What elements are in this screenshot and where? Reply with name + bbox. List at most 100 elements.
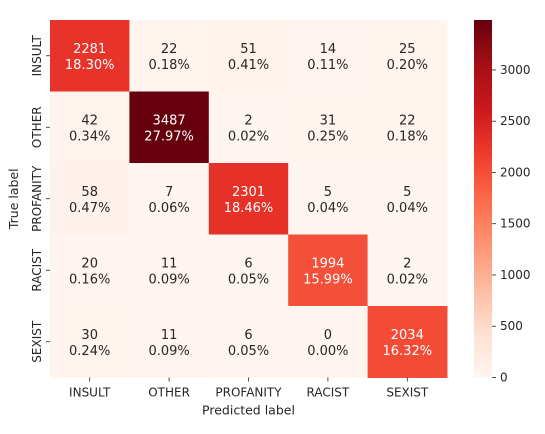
heatmap-cell	[208, 163, 289, 235]
colorbar-tick-label: 2000	[500, 165, 531, 179]
y-tick-labels: INSULT OTHER PROFANITY RACIST SEXIST	[30, 34, 50, 363]
x-tick-label: PROFANITY	[215, 386, 282, 400]
cell-percent-label: 0.25%	[307, 129, 348, 144]
cell-percent-label: 27.97%	[144, 129, 194, 144]
cell-percent-label: 0.04%	[307, 201, 348, 216]
colorbar-tick-label: 500	[500, 319, 523, 333]
cell-count-label: 51	[240, 42, 257, 57]
colorbar	[474, 20, 492, 378]
cell-count-label: 22	[399, 113, 416, 128]
cell-count-label: 2	[244, 113, 252, 128]
cell-percent-label: 0.09%	[148, 344, 189, 359]
heatmap-cell	[288, 91, 369, 164]
heatmap-cell	[288, 306, 369, 378]
cell-percent-label: 0.00%	[307, 344, 348, 359]
heatmap-cell	[50, 20, 130, 92]
cell-percent-label: 0.11%	[307, 58, 348, 73]
y-tick-label: SEXIST	[30, 320, 44, 363]
cell-percent-label: 18.46%	[224, 201, 274, 216]
x-tick-label: SEXIST	[386, 386, 429, 400]
y-tick-label: INSULT	[30, 34, 44, 76]
heatmap-cell	[129, 20, 210, 92]
cell-percent-label: 0.09%	[148, 272, 189, 287]
heatmap-cell	[208, 306, 289, 378]
cell-count-label: 5	[324, 185, 332, 200]
cell-count-label: 0	[324, 328, 332, 343]
x-tick-labels: INSULT OTHER PROFANITY RACIST SEXIST	[69, 377, 429, 400]
cell-count-label: 58	[81, 185, 98, 200]
x-tick-label: INSULT	[69, 386, 111, 400]
heatmap-cell	[50, 91, 130, 164]
cell-percent-label: 0.18%	[148, 58, 189, 73]
heatmap-cell	[367, 163, 448, 235]
cell-percent-label: 0.16%	[69, 272, 110, 287]
cell-percent-label: 0.05%	[228, 272, 269, 287]
heatmap-cell	[129, 306, 210, 378]
heatmap-cell	[50, 234, 130, 307]
heatmap-cell	[208, 91, 289, 164]
heatmap-cell	[288, 20, 369, 92]
cell-count-label: 1994	[311, 256, 344, 271]
heatmap-cell	[208, 234, 289, 307]
y-tick-label: PROFANITY	[30, 165, 44, 232]
cell-percent-label: 0.47%	[69, 201, 110, 216]
cell-count-label: 20	[81, 256, 98, 271]
heatmap-cells: 228118.30%220.18%510.41%140.11%250.20%42…	[50, 20, 448, 378]
cell-count-label: 31	[320, 113, 337, 128]
cell-percent-label: 18.30%	[65, 58, 115, 73]
y-axis-label: True label	[6, 168, 21, 230]
heatmap-cell	[129, 91, 210, 164]
x-tick-label: RACIST	[307, 386, 350, 400]
cell-count-label: 7	[165, 185, 173, 200]
heatmap-cell	[50, 306, 130, 378]
cell-count-label: 6	[244, 328, 252, 343]
heatmap-cell	[129, 234, 210, 307]
cell-percent-label: 0.06%	[148, 201, 189, 216]
colorbar-ticks: 0 500 1000 1500 2000 2500 3000	[492, 63, 531, 385]
heatmap-cell	[50, 163, 130, 235]
x-tick-label: OTHER	[148, 386, 190, 400]
cell-percent-label: 0.24%	[69, 344, 110, 359]
cell-count-label: 2	[403, 256, 411, 271]
cell-percent-label: 0.41%	[228, 58, 269, 73]
cell-percent-label: 0.34%	[69, 129, 110, 144]
colorbar-tick-label: 3000	[500, 63, 531, 77]
heatmap-cell	[367, 20, 448, 92]
cell-percent-label: 0.02%	[387, 272, 428, 287]
cell-count-label: 2281	[73, 42, 106, 57]
colorbar-tick-label: 1500	[500, 217, 531, 231]
cell-count-label: 5	[403, 185, 411, 200]
heatmap-cell	[288, 163, 369, 235]
cell-percent-label: 16.32%	[383, 344, 433, 359]
heatmap-cell	[367, 91, 448, 164]
cell-count-label: 11	[161, 256, 178, 271]
cell-count-label: 42	[81, 113, 98, 128]
cell-percent-label: 0.05%	[228, 344, 269, 359]
heatmap-cell	[288, 234, 369, 307]
cell-percent-label: 0.02%	[228, 129, 269, 144]
cell-percent-label: 0.18%	[387, 129, 428, 144]
heatmap-cell	[129, 163, 210, 235]
colorbar-tick-label: 1000	[500, 268, 531, 282]
cell-percent-label: 15.99%	[303, 272, 353, 287]
cell-count-label: 6	[244, 256, 252, 271]
y-tick-label: OTHER	[30, 106, 44, 148]
heatmap-cell	[208, 20, 289, 92]
cell-count-label: 2034	[391, 328, 424, 343]
colorbar-tick-label: 0	[500, 371, 508, 385]
cell-count-label: 11	[161, 328, 178, 343]
cell-count-label: 25	[399, 42, 416, 57]
cell-count-label: 2301	[232, 185, 265, 200]
heatmap-cell	[367, 234, 448, 307]
colorbar-tick-label: 2500	[500, 114, 531, 128]
cell-count-label: 3487	[153, 113, 186, 128]
x-axis-label: Predicted label	[202, 403, 295, 418]
cell-count-label: 30	[81, 328, 98, 343]
cell-count-label: 14	[320, 42, 337, 57]
cell-percent-label: 0.20%	[387, 58, 428, 73]
cell-percent-label: 0.04%	[387, 201, 428, 216]
heatmap-cell	[367, 306, 448, 378]
cell-count-label: 22	[161, 42, 178, 57]
